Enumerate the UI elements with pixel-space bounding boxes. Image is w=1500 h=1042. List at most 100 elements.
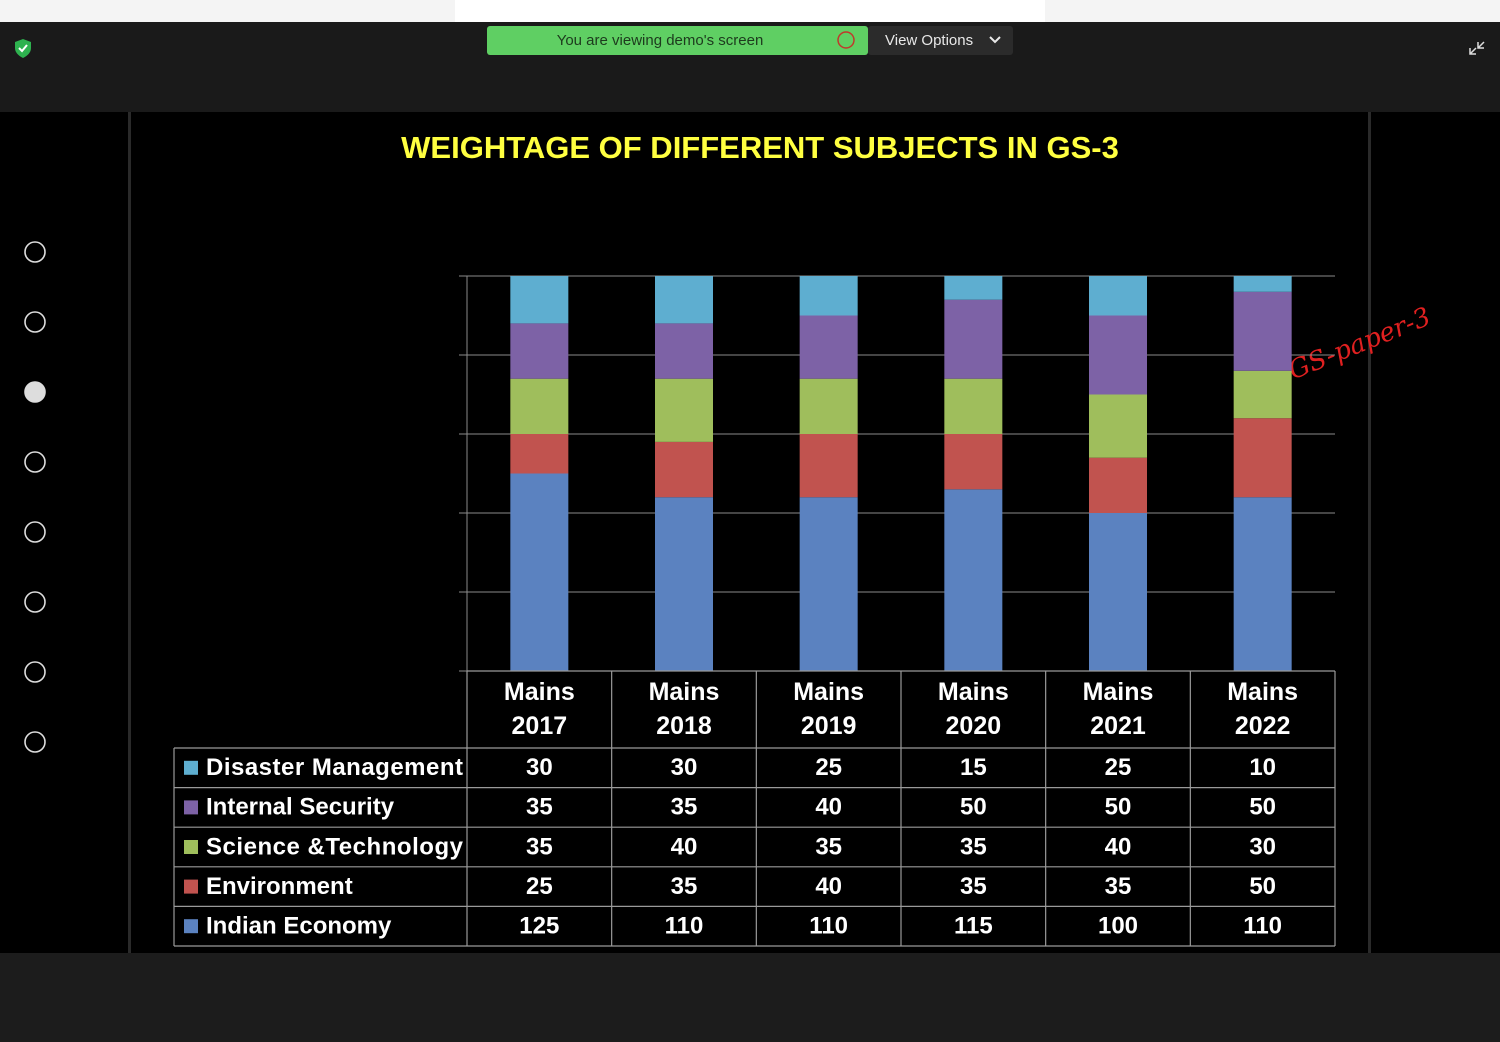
security-check [18,44,28,53]
table-value: 40 [1105,833,1132,860]
bar-segment [510,276,569,324]
bar-segment [510,473,569,671]
exit-fullscreen[interactable] [1469,41,1485,55]
table-value: 25 [815,754,842,781]
bar-segment [1233,497,1292,671]
table-value: 35 [526,833,553,860]
table-value: 30 [526,754,553,781]
tool-icon[interactable] [24,521,46,543]
table-value: 50 [1249,794,1276,821]
chart-title: WEIGHTAGE OF DIFFERENT SUBJECTS IN GS-3 [401,130,1119,165]
table-value: 10 [1249,754,1276,781]
bar-segment [1233,291,1292,371]
table-value: 35 [960,873,987,900]
tool-icon[interactable] [24,241,46,263]
category-label: Mains 2020 [937,678,1009,740]
table-value: 50 [960,794,987,821]
table-value: 35 [671,873,698,900]
bar-segment [944,299,1003,379]
table-value: 40 [671,833,698,860]
table-value: 110 [1243,913,1282,940]
category-label: Mains 2022 [1227,678,1299,740]
table-value: 50 [1249,873,1276,900]
bar-segment [655,378,713,442]
record-icon [837,31,855,49]
bar-segment [799,378,858,434]
series-name: Environment [206,873,353,900]
bar-segment [1089,513,1147,671]
bar-segment [944,434,1003,490]
bar-segment [1089,457,1147,513]
shared-content [131,112,1370,953]
legend-swatch [184,840,198,854]
tool-icon[interactable] [24,731,46,753]
bar-segment [1233,370,1292,419]
bar-segment [1089,276,1147,316]
table-value: 25 [1105,754,1132,781]
banner-text: You are viewing demo's screen [557,32,764,49]
top-strip-window [455,0,1045,22]
bar-segment [799,276,858,316]
share-banner[interactable] [487,26,868,55]
chevron [989,36,1001,44]
category-label: Mains 2021 [1082,678,1154,740]
right-area [1371,112,1500,953]
series-name: Indian Economy [206,913,392,940]
table-value: 115 [954,913,993,940]
table-value: 25 [526,873,553,900]
bar-segment [799,315,858,379]
bar-segment [1089,315,1147,395]
category-label: Mains 2018 [648,678,720,740]
sidebar [0,112,130,953]
category-label: Mains 2019 [793,678,865,740]
bar-segment [655,323,713,379]
tool-icon[interactable] [24,451,46,473]
bar-segment [944,378,1003,434]
table-value: 30 [671,754,698,781]
table-value: 35 [526,794,553,821]
table-value: 35 [815,833,842,860]
bar-segment [944,489,1003,671]
bar-segment [799,434,858,498]
bar-segment [510,323,569,379]
tool-icon[interactable] [24,591,46,613]
table-value: 35 [671,794,698,821]
category-label: Mains 2017 [503,678,575,740]
table-value: 35 [1105,873,1132,900]
table-value: 15 [960,754,987,781]
legend-swatch [184,760,198,775]
series-name: Disaster Management [206,754,463,781]
tool-icon[interactable] [24,311,46,333]
divider [1368,112,1371,953]
bar-segment [1089,394,1147,458]
bar-segment [655,497,713,671]
table-value: 100 [1098,913,1138,940]
view-options-text: View Options [885,32,973,49]
table-value: 40 [815,873,842,900]
bottom-bar [0,953,1500,1042]
bar-segment [655,276,713,324]
bar-segment [510,378,569,434]
legend-swatch [184,879,198,894]
series-name: Science &Technology [206,833,464,860]
table-value: 30 [1249,833,1276,860]
table-value: 40 [815,794,842,821]
bar-segment [944,276,1003,300]
tool-icon[interactable] [24,381,46,403]
bar-segment [1233,418,1292,498]
tool-icon[interactable] [24,661,46,683]
table-value: 110 [665,913,704,940]
table-value: 125 [519,913,559,940]
table-value: 50 [1105,794,1132,821]
table-value: 35 [960,833,987,860]
bar-segment [655,441,713,498]
divider [128,112,131,953]
legend-swatch [184,800,198,815]
bar-segment [799,497,858,671]
table-value: 110 [809,913,848,940]
legend-swatch [184,919,198,934]
bar-segment [1233,276,1292,292]
view-options-button[interactable] [868,26,1013,55]
